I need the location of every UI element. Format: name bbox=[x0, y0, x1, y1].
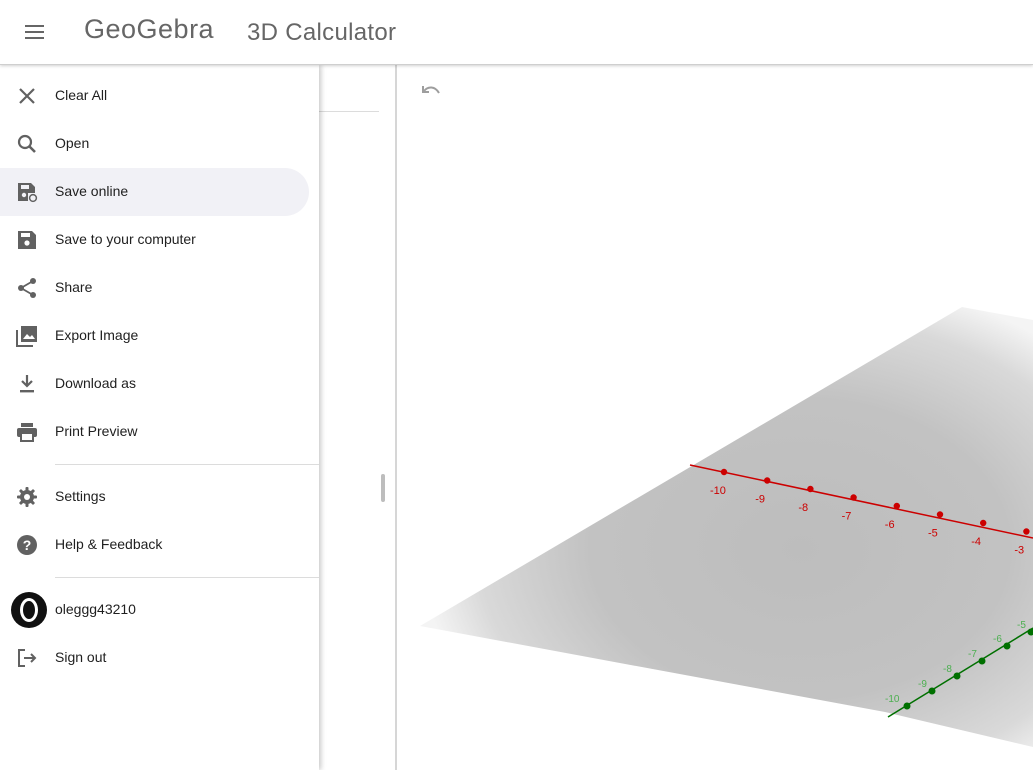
menu-item-share[interactable]: Share bbox=[0, 264, 309, 312]
y-axis-tick bbox=[1027, 628, 1033, 636]
menu-item-label: Save online bbox=[55, 183, 129, 199]
x-axis: -10 -9 -8 -7 -6 -5 -4 -3 bbox=[689, 464, 1033, 557]
menu-item-label: Clear All bbox=[55, 87, 108, 103]
panel-splitter[interactable] bbox=[395, 65, 397, 770]
menu-item-label: Print Preview bbox=[55, 423, 138, 439]
menu-item-label: Download as bbox=[55, 375, 136, 391]
y-axis-tick bbox=[1003, 642, 1011, 650]
y-axis-tick bbox=[903, 702, 911, 710]
x-axis-tick-label: -4 bbox=[971, 536, 981, 548]
menu-item-save-online[interactable]: Save online bbox=[0, 168, 309, 216]
menu-icon[interactable] bbox=[22, 20, 48, 44]
y-axis-tick bbox=[953, 672, 961, 680]
menu-item-open[interactable]: Open bbox=[0, 120, 309, 168]
y-axis-tick-label: -8 bbox=[943, 664, 952, 675]
menu-item-label: Help & Feedback bbox=[55, 536, 163, 552]
x-axis-tick-label: -7 bbox=[842, 511, 852, 523]
x-axis-tick bbox=[893, 502, 900, 510]
menu-item-download-as[interactable]: Download as bbox=[0, 360, 309, 408]
y-axis-tick bbox=[928, 687, 936, 695]
app-header: GeoGebra 3D Calculator bbox=[0, 0, 1033, 65]
menu-item-label: Settings bbox=[55, 488, 106, 504]
y-axis-line bbox=[887, 627, 1033, 718]
x-axis-tick-label: -9 bbox=[755, 494, 765, 506]
menu-item-settings[interactable]: Settings bbox=[0, 473, 309, 521]
print-icon bbox=[17, 423, 37, 442]
menu-item-label: Share bbox=[55, 279, 93, 295]
y-axis-tick-label: -5 bbox=[1017, 620, 1026, 631]
close-icon bbox=[19, 88, 35, 104]
x-axis-tick bbox=[720, 468, 728, 476]
y-axis-tick-label: -7 bbox=[968, 649, 977, 660]
save-icon bbox=[18, 231, 36, 249]
graphics-3d-view[interactable]: -10 -9 -8 -7 -6 -5 -4 -3 -10 -9 -8 -7 -6 -5 bbox=[397, 65, 1033, 770]
menu-divider bbox=[55, 464, 319, 465]
sign-out-icon bbox=[18, 649, 37, 667]
x-axis-tick bbox=[850, 494, 857, 501]
y-axis-tick-label: -9 bbox=[918, 679, 927, 690]
menu-divider bbox=[55, 577, 319, 578]
brand-name: GeoGebra bbox=[84, 14, 215, 44]
x-axis-tick-label: -5 bbox=[928, 528, 938, 540]
help-icon: ? bbox=[17, 535, 37, 555]
menu-item-export-image[interactable]: Export Image bbox=[0, 312, 309, 360]
image-icon bbox=[16, 326, 37, 347]
menu-item-label: Export Image bbox=[55, 327, 139, 343]
undo-icon[interactable] bbox=[420, 82, 442, 102]
algebra-input-divider bbox=[319, 111, 379, 112]
save-online-icon bbox=[18, 183, 38, 203]
panel-resize-handle[interactable] bbox=[381, 474, 385, 502]
x-axis-tick bbox=[980, 519, 987, 527]
share-icon bbox=[18, 278, 36, 298]
menu-item-user-profile[interactable]: oleggg43210 bbox=[0, 586, 309, 634]
username-label: oleggg43210 bbox=[55, 601, 136, 617]
search-icon bbox=[17, 134, 36, 153]
y-axis-tick-label: -10 bbox=[885, 694, 900, 705]
y-axis-tick-label: -6 bbox=[993, 634, 1002, 645]
3d-scene[interactable]: -10 -9 -8 -7 -6 -5 -4 -3 -10 -9 -8 -7 -6 -5 bbox=[397, 65, 1033, 770]
x-axis-tick bbox=[936, 511, 944, 518]
download-icon bbox=[20, 375, 34, 393]
x-axis-tick-label: -10 bbox=[710, 485, 726, 497]
y-axis-tick bbox=[978, 657, 986, 665]
svg-text:?: ? bbox=[23, 537, 32, 553]
x-axis-tick bbox=[807, 485, 814, 493]
y-axis: -10 -9 -8 -7 -6 -5 bbox=[885, 620, 1033, 718]
menu-item-save-to-computer[interactable]: Save to your computer bbox=[0, 216, 309, 264]
gear-icon bbox=[17, 487, 37, 507]
menu-item-print-preview[interactable]: Print Preview bbox=[0, 408, 309, 456]
avatar bbox=[11, 592, 47, 628]
menu-item-help-feedback[interactable]: ? Help & Feedback bbox=[0, 521, 309, 569]
x-axis-tick-label: -8 bbox=[798, 502, 808, 514]
menu-item-label: Sign out bbox=[55, 649, 107, 665]
xy-plane bbox=[420, 307, 1033, 747]
menu-item-label: Open bbox=[55, 135, 90, 151]
app-title: 3D Calculator bbox=[247, 19, 397, 46]
menu-item-clear-all[interactable]: Clear All bbox=[0, 72, 309, 120]
x-axis-tick bbox=[1023, 528, 1030, 535]
algebra-panel[interactable] bbox=[319, 65, 395, 770]
main-menu-drawer: Clear All Open Save online Save to your … bbox=[0, 65, 319, 770]
geogebra-logo: GeoGebra bbox=[84, 14, 214, 45]
menu-item-label: Save to your computer bbox=[55, 231, 196, 247]
x-axis-tick-label: -3 bbox=[1014, 545, 1024, 557]
x-axis-line bbox=[689, 464, 1033, 539]
menu-item-sign-out[interactable]: Sign out bbox=[0, 634, 309, 682]
x-axis-tick bbox=[764, 477, 771, 484]
x-axis-tick-label: -6 bbox=[885, 519, 895, 531]
